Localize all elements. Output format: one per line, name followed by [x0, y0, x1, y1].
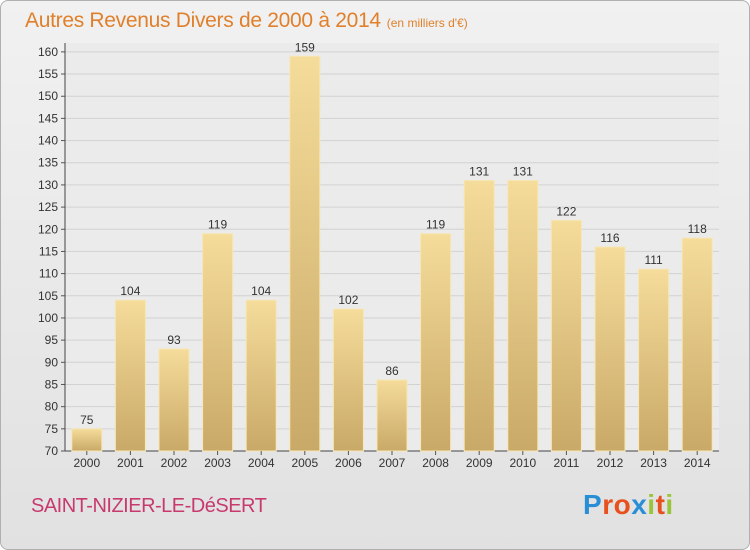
y-tick-label: 85: [45, 377, 59, 391]
bar: [158, 348, 190, 452]
y-tick-label: 150: [38, 89, 58, 103]
commune-name: SAINT-NIZIER-LE-DéSERT: [31, 495, 267, 517]
x-tick-label: 2014: [684, 456, 711, 470]
y-tick-label: 160: [38, 45, 58, 59]
y-tick-label: 140: [38, 134, 58, 148]
y-tick-label: 115: [39, 244, 58, 258]
chart-title: Autres Revenus Divers de 2000 à 2014 (en …: [25, 9, 468, 33]
chart-title-main: Autres Revenus Divers de 2000 à 2014: [25, 9, 381, 32]
y-tick-label: 145: [38, 111, 58, 125]
x-tick-label: 2005: [291, 456, 318, 470]
bar: [245, 299, 277, 452]
data-label: 159: [295, 40, 315, 54]
bar: [332, 308, 364, 452]
x-tick-label: 2001: [117, 456, 144, 470]
data-label: 119: [208, 218, 227, 232]
bar: [376, 379, 408, 452]
data-label: 104: [251, 284, 271, 298]
proxiti-logo[interactable]: Proxiti: [583, 489, 674, 521]
data-label: 119: [426, 218, 445, 232]
x-tick-label: 2002: [161, 456, 188, 470]
logo-letter: i: [647, 489, 656, 520]
bar: [420, 233, 452, 452]
x-tick-label: 2000: [73, 456, 100, 470]
logo-letter: P: [583, 489, 603, 520]
data-label: 93: [167, 333, 181, 347]
data-label: 111: [644, 253, 663, 267]
x-tick-label: 2011: [553, 456, 579, 470]
y-tick-label: 155: [38, 67, 58, 81]
logo-letter: i: [665, 489, 674, 520]
logo-letter: t: [655, 489, 666, 520]
x-tick-label: 2004: [248, 456, 275, 470]
data-label: 75: [80, 413, 94, 427]
bar: [289, 55, 321, 452]
bar: [202, 233, 234, 452]
x-tick-label: 2009: [466, 456, 493, 470]
logo-letter: x: [631, 489, 648, 520]
data-label: 131: [513, 164, 533, 178]
x-tick-label: 2007: [379, 456, 406, 470]
x-tick-label: 2008: [422, 456, 449, 470]
y-tick-label: 105: [38, 289, 58, 303]
y-tick-label: 110: [39, 267, 58, 281]
y-tick-label: 80: [45, 400, 59, 414]
x-tick-label: 2006: [335, 456, 362, 470]
y-tick-label: 70: [45, 444, 59, 458]
bar: [681, 237, 713, 452]
y-tick-label: 100: [38, 311, 58, 325]
y-tick-label: 75: [45, 422, 59, 436]
y-tick-label: 135: [38, 156, 58, 170]
data-label: 122: [556, 204, 576, 218]
x-tick-label: 2010: [509, 456, 536, 470]
data-label: 118: [688, 222, 707, 236]
data-label: 102: [338, 293, 358, 307]
x-tick-label: 2003: [204, 456, 231, 470]
logo-letter: o: [613, 489, 632, 520]
bar: [114, 299, 146, 452]
bar: [638, 268, 670, 452]
data-label: 104: [120, 284, 140, 298]
y-tick-label: 120: [38, 222, 58, 236]
chart-title-unit: (en milliers d'€): [386, 16, 468, 30]
bar: [463, 179, 495, 452]
data-label: 116: [600, 231, 619, 245]
y-tick-label: 125: [38, 200, 58, 214]
bar: [507, 179, 539, 452]
data-label: 131: [469, 164, 489, 178]
y-tick-label: 130: [38, 178, 58, 192]
bar: [594, 246, 626, 452]
bar: [71, 428, 103, 452]
x-tick-label: 2013: [640, 456, 667, 470]
y-tick-label: 95: [45, 333, 59, 347]
y-tick-label: 90: [45, 355, 59, 369]
logo-letter: r: [602, 489, 614, 520]
data-label: 86: [385, 364, 399, 378]
bar: [550, 219, 582, 452]
x-tick-label: 2012: [597, 456, 624, 470]
